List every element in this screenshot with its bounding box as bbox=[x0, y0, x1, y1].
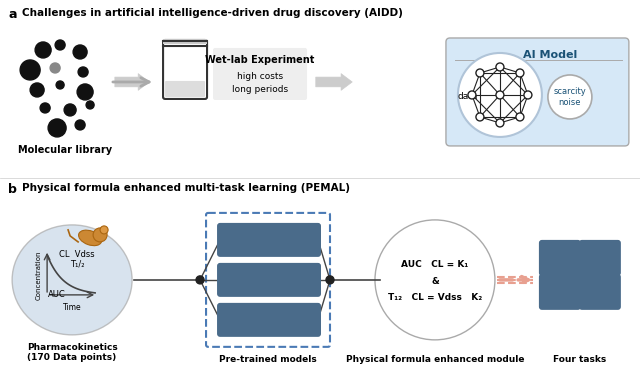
FancyBboxPatch shape bbox=[539, 240, 581, 276]
Text: Physical formula enhanced multi-task learning (PEMAL): Physical formula enhanced multi-task lea… bbox=[22, 183, 350, 193]
Circle shape bbox=[30, 83, 44, 97]
Text: data: data bbox=[458, 92, 478, 102]
Text: T₁/₂: T₁/₂ bbox=[70, 260, 84, 269]
Text: T: T bbox=[596, 290, 604, 300]
Circle shape bbox=[35, 42, 51, 58]
Circle shape bbox=[524, 91, 532, 99]
Circle shape bbox=[326, 276, 334, 284]
Circle shape bbox=[458, 53, 542, 137]
FancyBboxPatch shape bbox=[217, 263, 321, 297]
Circle shape bbox=[48, 119, 66, 137]
Text: Time: Time bbox=[63, 303, 81, 312]
Circle shape bbox=[73, 45, 87, 59]
FancyBboxPatch shape bbox=[539, 274, 581, 310]
Text: Concentration: Concentration bbox=[36, 250, 42, 300]
FancyBboxPatch shape bbox=[446, 38, 629, 146]
Text: Vdss: Vdss bbox=[547, 287, 573, 297]
Text: a: a bbox=[8, 8, 17, 21]
Circle shape bbox=[20, 60, 40, 80]
Text: AUC: AUC bbox=[48, 290, 66, 299]
Circle shape bbox=[516, 69, 524, 77]
FancyArrowPatch shape bbox=[115, 74, 149, 90]
Text: T₁₂   CL = Vdss   K₂: T₁₂ CL = Vdss K₂ bbox=[388, 293, 482, 302]
Text: CL: CL bbox=[272, 240, 282, 248]
Circle shape bbox=[468, 91, 476, 99]
Circle shape bbox=[93, 228, 107, 242]
FancyBboxPatch shape bbox=[217, 303, 321, 337]
Circle shape bbox=[40, 103, 50, 113]
Circle shape bbox=[375, 220, 495, 340]
Bar bbox=[163, 39, 207, 44]
Text: Model: Model bbox=[230, 235, 264, 245]
Circle shape bbox=[476, 69, 484, 77]
Circle shape bbox=[516, 113, 524, 121]
Circle shape bbox=[496, 119, 504, 127]
FancyBboxPatch shape bbox=[213, 48, 307, 100]
FancyBboxPatch shape bbox=[579, 274, 621, 310]
Circle shape bbox=[75, 120, 85, 130]
Circle shape bbox=[100, 226, 108, 234]
Circle shape bbox=[55, 40, 65, 50]
Text: Molecular library: Molecular library bbox=[18, 145, 112, 155]
Text: &: & bbox=[431, 277, 439, 286]
Text: Four tasks: Four tasks bbox=[553, 355, 607, 364]
FancyBboxPatch shape bbox=[163, 40, 207, 99]
FancyBboxPatch shape bbox=[217, 223, 321, 257]
Text: 1/2: 1/2 bbox=[604, 296, 614, 300]
Text: Physical formula enhanced module: Physical formula enhanced module bbox=[346, 355, 524, 364]
Text: Pharmacokinetics
(170 Data points): Pharmacokinetics (170 Data points) bbox=[27, 343, 118, 362]
Text: high costs: high costs bbox=[237, 72, 283, 81]
Text: scarcity
noise: scarcity noise bbox=[554, 87, 586, 107]
Circle shape bbox=[78, 67, 88, 77]
Circle shape bbox=[50, 63, 60, 73]
Text: CL  Vdss: CL Vdss bbox=[60, 250, 95, 259]
Text: b: b bbox=[8, 183, 17, 196]
Circle shape bbox=[548, 75, 592, 119]
Circle shape bbox=[64, 104, 76, 116]
Text: Wet-lab Experiment: Wet-lab Experiment bbox=[205, 55, 315, 65]
Circle shape bbox=[496, 91, 504, 99]
Text: AI Model: AI Model bbox=[523, 50, 577, 60]
Text: Challenges in artificial intelligence-driven drug discovery (AIDD): Challenges in artificial intelligence-dr… bbox=[22, 8, 403, 18]
Circle shape bbox=[496, 63, 504, 71]
Circle shape bbox=[77, 84, 93, 100]
FancyBboxPatch shape bbox=[165, 81, 205, 97]
Text: CL: CL bbox=[593, 253, 607, 263]
Ellipse shape bbox=[12, 225, 132, 335]
Text: Pre-trained models: Pre-trained models bbox=[219, 355, 317, 364]
Circle shape bbox=[56, 81, 64, 89]
FancyArrowPatch shape bbox=[316, 74, 352, 90]
FancyBboxPatch shape bbox=[579, 240, 621, 276]
Text: AUC: AUC bbox=[548, 253, 571, 263]
Text: long periods: long periods bbox=[232, 85, 288, 94]
Circle shape bbox=[196, 276, 204, 284]
Text: Model: Model bbox=[230, 315, 264, 325]
Text: Model: Model bbox=[230, 275, 264, 285]
Circle shape bbox=[476, 113, 484, 121]
Text: Vdss: Vdss bbox=[272, 279, 290, 289]
Circle shape bbox=[86, 101, 94, 109]
Ellipse shape bbox=[79, 230, 102, 246]
Text: AUC   CL = K₁: AUC CL = K₁ bbox=[401, 261, 468, 269]
Text: T₁₂: T₁₂ bbox=[272, 319, 283, 328]
